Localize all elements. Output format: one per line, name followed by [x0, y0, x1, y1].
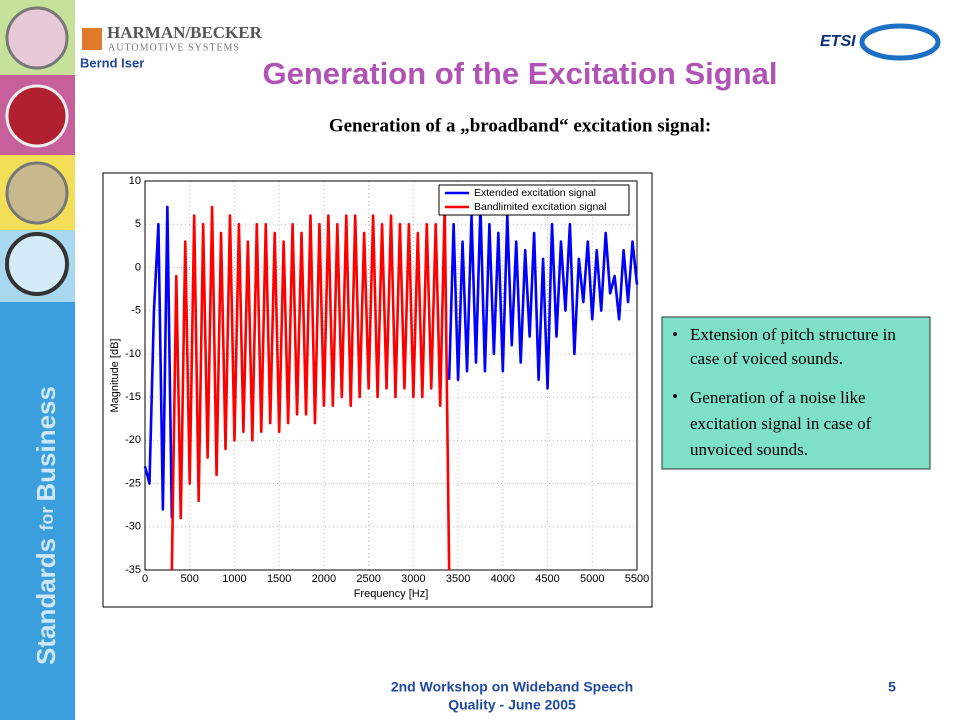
y-tick-label: -25 — [125, 477, 141, 489]
globe-icon — [5, 161, 69, 225]
footer: Quality - June 2005 — [448, 697, 576, 713]
y-tick-label: -5 — [131, 305, 141, 317]
x-tick-label: 0 — [142, 573, 148, 585]
x-tick-label: 3500 — [446, 573, 470, 585]
subtitle: Generation of a „broadband“ excitation s… — [329, 115, 711, 136]
title: Generation of the Excitation Signal — [262, 56, 777, 91]
x-tick-label: 2500 — [356, 573, 380, 585]
logo-text: HARMAN/BECKER — [107, 23, 263, 42]
x-tick-label: 1000 — [222, 573, 246, 585]
sidebar-text: Standards for Business — [31, 386, 61, 665]
series-line — [170, 205, 451, 571]
footer: 2nd Workshop on Wideband Speech — [391, 679, 633, 695]
bullet-text: Extension of pitch structure in case of … — [690, 325, 896, 368]
legend-label: Bandlimited excitation signal — [474, 201, 607, 213]
x-tick-label: 5000 — [580, 573, 604, 585]
y-tick-label: 10 — [129, 175, 141, 187]
y-axis-label: Magnitude [dB] — [109, 339, 121, 413]
x-axis-label: Frequency [Hz] — [354, 588, 429, 600]
y-tick-label: -35 — [125, 564, 141, 576]
x-tick-label: 3000 — [401, 573, 425, 585]
plot-area — [144, 180, 638, 571]
legend-label: Extended excitation signal — [474, 187, 596, 199]
bullet-text: Generation of a noise like excitation si… — [690, 388, 872, 459]
etsi-text: ETSI — [820, 33, 856, 50]
y-tick-label: -30 — [125, 521, 141, 533]
bullet-text-box: Extension of pitch structure in case of … — [690, 325, 896, 368]
globe-icon — [5, 6, 69, 70]
logo-mark — [82, 28, 102, 50]
x-tick-label: 4000 — [491, 573, 515, 585]
x-tick-label: 2000 — [312, 573, 336, 585]
page-number: 5 — [888, 679, 896, 695]
note-box — [661, 316, 931, 470]
author: Bernd Iser — [80, 55, 144, 70]
y-tick-label: -15 — [125, 391, 141, 403]
legend-box — [438, 184, 630, 216]
y-tick-label: -10 — [125, 348, 141, 360]
y-tick-label: 0 — [135, 261, 141, 273]
sidebar — [0, 302, 75, 720]
etsi-logo — [859, 23, 941, 61]
x-tick-label: 5500 — [625, 573, 649, 585]
x-tick-label: 500 — [181, 573, 199, 585]
y-tick-label: -20 — [125, 434, 141, 446]
bullet: • — [672, 325, 678, 344]
x-tick-label: 4500 — [535, 573, 559, 585]
y-tick-label: 5 — [135, 218, 141, 230]
globe-icon — [5, 84, 69, 148]
chart: -35 -30 -25 -20 -15 -10 -5 0 5 10 0 500 1000 1500 2000… — [109, 175, 649, 600]
globe-icon — [5, 232, 69, 296]
bullet-text-box: Generation of a noise like excitation si… — [690, 388, 872, 459]
x-tick-label: 1500 — [267, 573, 291, 585]
logo-text: AUTOMOTIVE SYSTEMS — [108, 42, 240, 53]
bullet: • — [672, 387, 678, 406]
